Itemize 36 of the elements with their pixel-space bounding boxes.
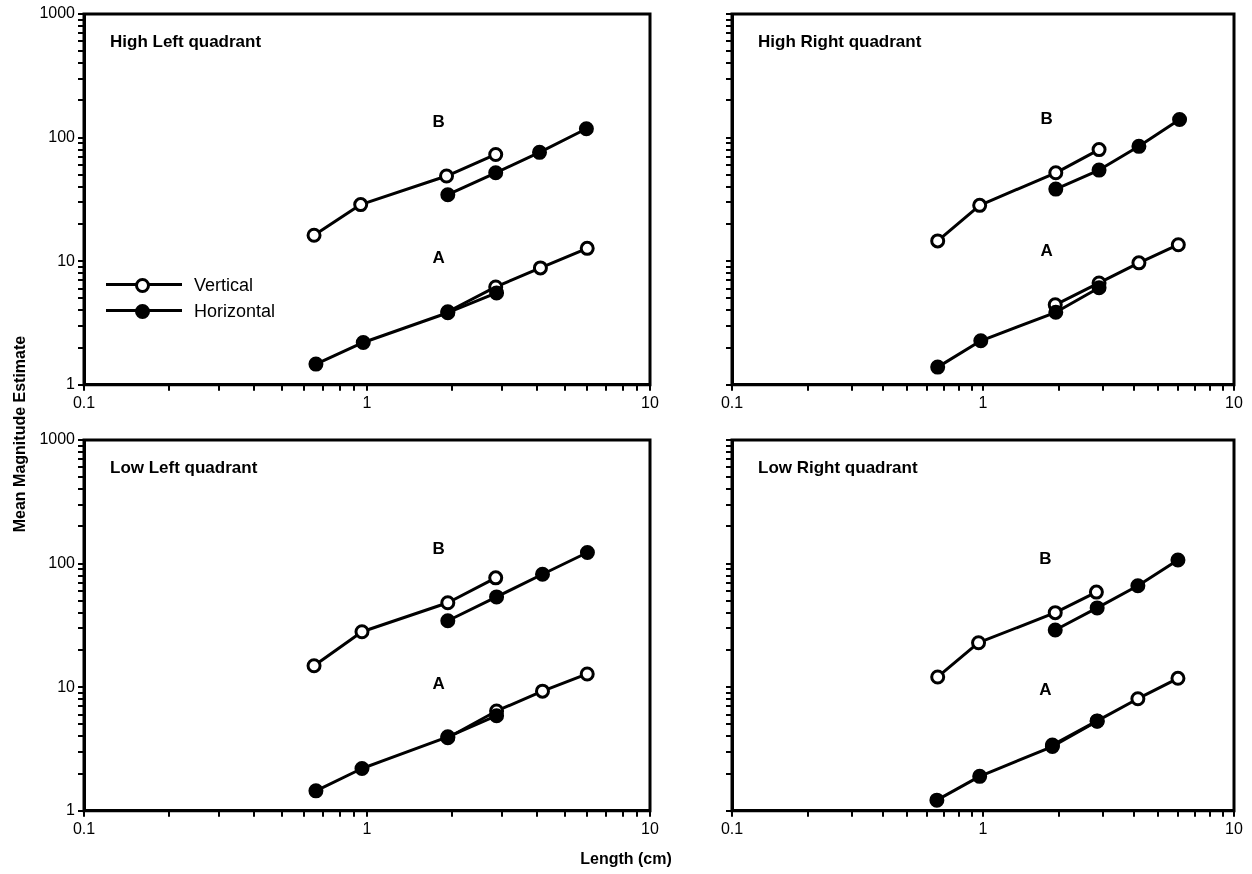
x-tick-label: 1 [978, 819, 988, 837]
text: High Left quadrant [110, 32, 262, 52]
annotation: B [1040, 108, 1053, 128]
annotation: B [432, 538, 445, 558]
text: High Right quadrant [758, 32, 922, 52]
annotation: B [432, 111, 445, 131]
x-tick-label: 1 [362, 393, 372, 411]
y-tick-label: 1000 [39, 4, 76, 22]
y-tick-label: 100 [48, 128, 76, 146]
x-tick-label: 10 [1225, 393, 1243, 411]
x-axis-title: Length (cm) [579, 850, 673, 868]
x-tick-label: 10 [641, 819, 659, 837]
x-tick-label: 10 [641, 393, 659, 411]
y-tick-label: 1 [66, 801, 76, 819]
x-tick-label: 0.1 [72, 819, 96, 837]
text: Low Left quadrant [110, 458, 258, 478]
x-tick-label: 0.1 [720, 819, 744, 837]
y-tick-label: 1 [66, 375, 76, 393]
annotation: B [1039, 549, 1052, 569]
y-tick-label: 10 [57, 251, 76, 269]
y-tick-label: 1000 [39, 430, 76, 448]
y-tick-label: 100 [48, 554, 76, 572]
annotation: A [1040, 240, 1053, 260]
legend-label: Horizontal [194, 300, 276, 322]
x-tick-label: 0.1 [72, 393, 96, 411]
text: Low Right quadrant [758, 458, 918, 478]
y-tick-label: 10 [57, 677, 76, 695]
x-tick-label: 0.1 [720, 393, 744, 411]
x-tick-label: 10 [1225, 819, 1243, 837]
x-tick-label: 1 [362, 819, 372, 837]
legend-label: Vertical [194, 274, 254, 296]
annotation: A [432, 247, 445, 267]
annotation: A [432, 673, 445, 693]
annotation: A [1039, 680, 1052, 700]
y-axis-title: Mean Magnitude Estimate [11, 334, 29, 535]
x-tick-label: 1 [978, 393, 988, 411]
